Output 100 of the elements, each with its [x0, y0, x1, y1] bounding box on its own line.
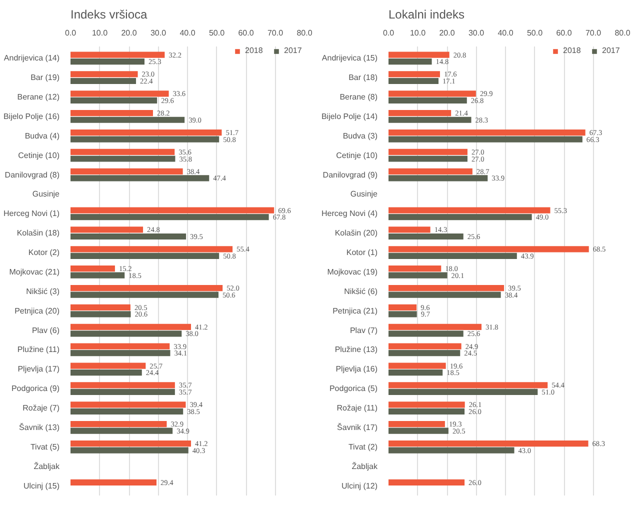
y-tick-label: Žabljak — [352, 462, 378, 471]
bar — [388, 168, 472, 174]
bar — [388, 116, 472, 123]
bar — [388, 479, 465, 486]
bar — [70, 148, 175, 156]
bar — [70, 311, 131, 318]
y-tick-label: Tivat (2) — [348, 442, 378, 452]
y-tick-label: Kotor (2) — [28, 248, 60, 258]
y-tick-label: Kolašin (18) — [16, 228, 60, 238]
legend-label: 2017 — [284, 46, 303, 55]
bar — [70, 324, 192, 330]
bar — [388, 362, 446, 369]
chart-title: Lokalni indeks — [388, 8, 465, 22]
bar — [388, 428, 448, 434]
bar — [388, 382, 548, 388]
y-tick-label: Kolašin (20) — [334, 228, 378, 238]
y-tick-label: Gusinje — [350, 190, 378, 199]
bar — [388, 421, 445, 428]
bar — [70, 214, 269, 220]
x-tick-label: 40.0 — [180, 28, 196, 38]
x-tick-label: 50.0 — [526, 28, 544, 38]
bar — [388, 370, 443, 376]
bar — [388, 233, 464, 240]
y-tick-label: Bijelo Polje (14) — [321, 112, 378, 121]
bar — [388, 311, 417, 318]
bar — [388, 252, 517, 259]
x-tick-label: 20.0 — [121, 28, 138, 38]
bar — [70, 272, 125, 278]
y-tick-label: Herceg Novi (4) — [321, 209, 378, 218]
x-tick-label: 0.0 — [64, 28, 77, 38]
bar — [388, 110, 452, 116]
bar — [70, 402, 186, 408]
x-tick-label: 10.0 — [410, 28, 426, 38]
y-tick-label: Andrijevica (14) — [4, 54, 60, 63]
x-tick-label: 80.0 — [296, 28, 313, 38]
y-tick-label: Mojkovac (19) — [327, 267, 378, 276]
bar — [70, 292, 219, 298]
bar — [70, 350, 170, 356]
y-tick-label: Petnjica (20) — [14, 306, 60, 316]
y-tick-label: Berane (8) — [340, 92, 378, 102]
bar — [388, 207, 550, 214]
bar — [388, 136, 582, 142]
y-tick-label: Tivat (5) — [30, 442, 60, 452]
y-tick-label: Andrijevica (15) — [322, 54, 378, 63]
bar — [388, 284, 504, 292]
bar — [70, 428, 173, 434]
y-tick-label: Cetinje (10) — [18, 150, 60, 160]
y-tick-label: Šavnik (17) — [337, 422, 378, 432]
bar — [388, 148, 468, 156]
bar — [70, 136, 220, 142]
y-tick-label: Rožaje (11) — [336, 404, 378, 413]
y-tick-label: Plužine (13) — [334, 345, 378, 354]
bar — [388, 272, 448, 278]
bar — [388, 402, 465, 408]
x-tick-label: 60.0 — [238, 28, 254, 38]
x-tick-label: 70.0 — [267, 28, 284, 38]
chart-title: Indeks vršioca — [70, 8, 148, 22]
bar — [388, 440, 588, 447]
legend-label: 2018 — [245, 46, 264, 55]
y-tick-label: Nikšić (6) — [344, 286, 378, 296]
bar — [388, 304, 417, 311]
x-tick-label: 50.0 — [208, 28, 226, 38]
y-tick-label: Podgorica (5) — [329, 384, 378, 394]
bar — [388, 292, 501, 298]
bar — [70, 129, 222, 136]
x-tick-label: 30.0 — [468, 28, 485, 38]
bar — [388, 90, 476, 97]
bar — [388, 447, 514, 454]
bar — [70, 447, 188, 454]
bar — [70, 252, 220, 259]
bar — [388, 388, 538, 396]
bar — [70, 362, 146, 369]
y-tick-label: Danilovgrad (8) — [4, 170, 60, 180]
y-tick-label: Berane (12) — [17, 92, 60, 102]
bar — [388, 246, 589, 252]
y-tick-label: Šavnik (13) — [19, 422, 60, 432]
bar — [388, 226, 430, 233]
bar — [388, 324, 482, 330]
bar — [70, 78, 136, 84]
bar — [388, 78, 439, 84]
bar — [388, 71, 440, 78]
y-tick-label: Ulcinj (12) — [341, 481, 378, 490]
x-tick-label: 0.0 — [382, 28, 395, 38]
y-tick-label: Nikšić (3) — [26, 286, 60, 296]
bar — [70, 116, 185, 123]
y-tick-label: Kotor (1) — [346, 248, 378, 258]
bar — [70, 110, 153, 116]
bar — [70, 440, 192, 447]
y-tick-label: Plužine (11) — [17, 345, 60, 354]
legend-label: 2017 — [602, 46, 621, 55]
y-tick-label: Pljevlja (17) — [18, 364, 60, 374]
bar — [70, 207, 274, 214]
x-tick-label: 80.0 — [614, 28, 631, 38]
bar — [388, 330, 464, 337]
bar — [70, 388, 175, 396]
y-tick-label: Mojkovac (21) — [9, 267, 60, 276]
y-tick-label: Ulcinj (15) — [23, 481, 60, 490]
bar — [70, 266, 115, 272]
bar — [70, 284, 223, 292]
bar — [70, 90, 169, 97]
